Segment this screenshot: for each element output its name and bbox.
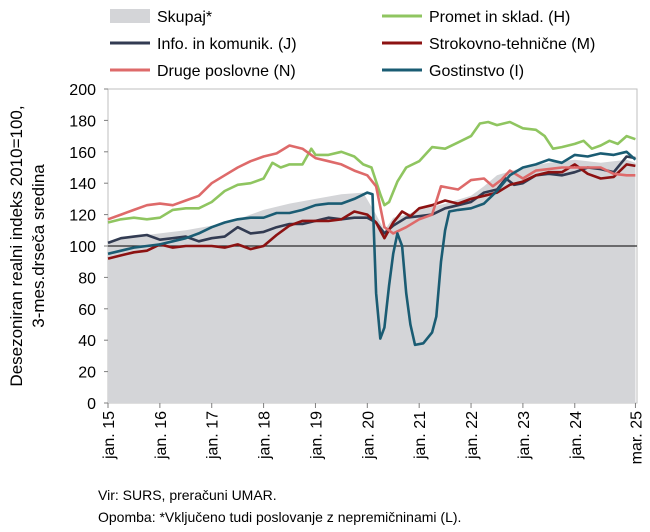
x-tick-label: jan. 22 <box>464 411 481 460</box>
legend-label: Info. in komunik. (J) <box>157 36 297 53</box>
legend: Skupaj* Promet in sklad. (H) Info. in komu… <box>110 9 595 80</box>
series-line-3 <box>107 144 636 235</box>
x-tick-label: jan. 16 <box>153 411 170 460</box>
series-line-2 <box>107 163 636 260</box>
x-tick-label: jan. 19 <box>308 411 325 460</box>
y-tick-label: 0 <box>87 396 96 413</box>
legend-label: Strokovno-tehnične (M) <box>429 36 595 53</box>
x-tick-label: jan. 21 <box>412 411 429 460</box>
legend-label: Skupaj* <box>157 9 212 26</box>
legend-label: Druge poslovne (N) <box>157 63 296 80</box>
x-tick-label: jan. 23 <box>516 411 533 460</box>
y-tick-label: 20 <box>78 365 96 382</box>
y-tick-label: 80 <box>78 270 96 287</box>
y-tick-label: 140 <box>69 176 96 193</box>
y-axis: 0 20 40 60 80 100 120 140 160 180 200 <box>69 82 108 413</box>
source-note: Vir: SURS, preračuni UMAR. <box>98 487 277 503</box>
y-axis-title-line: 3-mes.drseča sredina <box>29 164 48 328</box>
y-tick-label: 100 <box>69 239 96 256</box>
legend-swatch <box>110 9 150 23</box>
y-tick-label: 60 <box>78 302 96 319</box>
plot-area <box>107 88 638 404</box>
y-axis-title: Desezoniran realni indeks 2010=100, 3-mes… <box>7 105 48 386</box>
area-series-total <box>108 159 636 403</box>
series-line-4 <box>107 150 637 347</box>
x-tick-label: mar. 25 <box>628 411 645 464</box>
x-tick-label: jan. 17 <box>205 411 222 460</box>
y-tick-label: 40 <box>78 333 96 350</box>
series-line-0 <box>107 120 636 224</box>
x-tick-label: jan. 20 <box>360 411 377 460</box>
chart: Skupaj* Promet in sklad. (H) Info. in komu… <box>7 9 645 464</box>
footnote: Opomba: *Vključeno tudi poslovanje z nep… <box>98 509 462 525</box>
legend-label: Promet in sklad. (H) <box>429 9 570 26</box>
x-tick-label: jan. 24 <box>568 411 585 460</box>
y-tick-label: 180 <box>69 113 96 130</box>
legend-label: Gostinstvo (I) <box>429 63 524 80</box>
x-axis: jan. 15 jan. 16 jan. 17 jan. 18 jan. 19 jan. … <box>101 403 645 464</box>
y-tick-label: 160 <box>69 145 96 162</box>
x-tick-label: jan. 15 <box>101 411 118 460</box>
y-tick-label: 120 <box>69 208 96 225</box>
y-tick-label: 200 <box>69 82 96 99</box>
y-axis-title-line: Desezoniran realni indeks 2010=100, <box>7 105 26 386</box>
x-tick-label: jan. 18 <box>257 411 274 460</box>
